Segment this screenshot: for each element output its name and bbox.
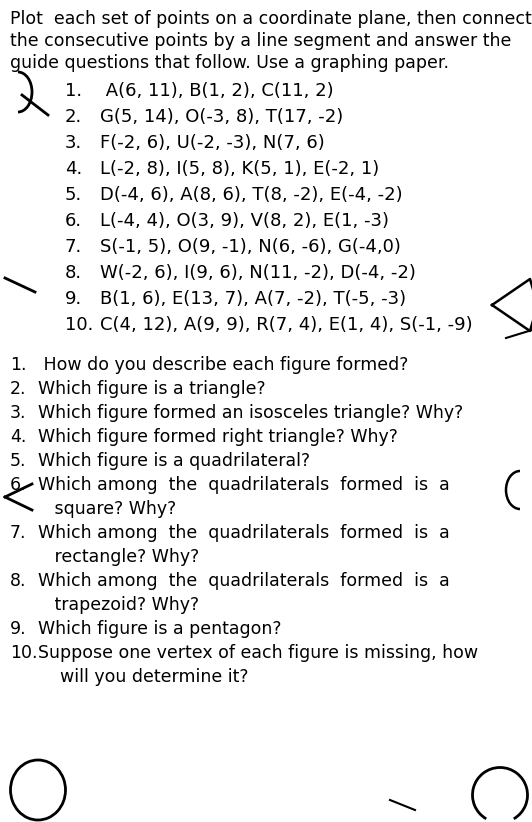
Text: 6.: 6. xyxy=(65,212,82,230)
Text: square? Why?: square? Why? xyxy=(38,500,176,518)
Text: 3.: 3. xyxy=(10,404,27,422)
Text: will you determine it?: will you determine it? xyxy=(38,668,248,686)
Text: Which figure is a quadrilateral?: Which figure is a quadrilateral? xyxy=(38,452,310,470)
Text: 7.: 7. xyxy=(10,524,27,542)
Text: 1.: 1. xyxy=(10,356,27,374)
Text: Plot  each set of points on a coordinate plane, then connect: Plot each set of points on a coordinate … xyxy=(10,10,532,28)
Text: L(-4, 4), O(3, 9), V(8, 2), E(1, -3): L(-4, 4), O(3, 9), V(8, 2), E(1, -3) xyxy=(100,212,389,230)
Text: 1.: 1. xyxy=(65,82,82,100)
Text: the consecutive points by a line segment and answer the: the consecutive points by a line segment… xyxy=(10,32,511,50)
Text: How do you describe each figure formed?: How do you describe each figure formed? xyxy=(38,356,409,374)
Text: 3.: 3. xyxy=(65,134,82,152)
Text: Which figure is a triangle?: Which figure is a triangle? xyxy=(38,380,265,398)
Text: Which figure is a pentagon?: Which figure is a pentagon? xyxy=(38,620,281,638)
Text: 4.: 4. xyxy=(10,428,27,446)
Text: W(-2, 6), I(9, 6), N(11, -2), D(-4, -2): W(-2, 6), I(9, 6), N(11, -2), D(-4, -2) xyxy=(100,264,416,282)
Text: 9.: 9. xyxy=(10,620,27,638)
Text: 2.: 2. xyxy=(10,380,27,398)
Text: S(-1, 5), O(9, -1), N(6, -6), G(-4,0): S(-1, 5), O(9, -1), N(6, -6), G(-4,0) xyxy=(100,238,401,256)
Text: G(5, 14), O(-3, 8), T(17, -2): G(5, 14), O(-3, 8), T(17, -2) xyxy=(100,108,343,126)
Text: D(-4, 6), A(8, 6), T(8, -2), E(-4, -2): D(-4, 6), A(8, 6), T(8, -2), E(-4, -2) xyxy=(100,186,403,204)
Text: 2.: 2. xyxy=(65,108,82,126)
Text: 5.: 5. xyxy=(65,186,82,204)
Text: Which among  the  quadrilaterals  formed  is  a: Which among the quadrilaterals formed is… xyxy=(38,476,450,494)
Text: rectangle? Why?: rectangle? Why? xyxy=(38,548,200,566)
Text: 7.: 7. xyxy=(65,238,82,256)
Text: 4.: 4. xyxy=(65,160,82,178)
Text: 6.: 6. xyxy=(10,476,27,494)
Text: C(4, 12), A(9, 9), R(7, 4), E(1, 4), S(-1, -9): C(4, 12), A(9, 9), R(7, 4), E(1, 4), S(-… xyxy=(100,316,472,334)
Text: B(1, 6), E(13, 7), A(7, -2), T(-5, -3): B(1, 6), E(13, 7), A(7, -2), T(-5, -3) xyxy=(100,290,406,308)
Text: Which among  the  quadrilaterals  formed  is  a: Which among the quadrilaterals formed is… xyxy=(38,572,450,590)
Text: F(-2, 6), U(-2, -3), N(7, 6): F(-2, 6), U(-2, -3), N(7, 6) xyxy=(100,134,325,152)
Text: 9.: 9. xyxy=(65,290,82,308)
Text: Which figure formed an isosceles triangle? Why?: Which figure formed an isosceles triangl… xyxy=(38,404,463,422)
Text: 10.: 10. xyxy=(65,316,94,334)
Text: 5.: 5. xyxy=(10,452,27,470)
Text: guide questions that follow. Use a graphing paper.: guide questions that follow. Use a graph… xyxy=(10,54,449,72)
Text: L(-2, 8), I(5, 8), K(5, 1), E(-2, 1): L(-2, 8), I(5, 8), K(5, 1), E(-2, 1) xyxy=(100,160,379,178)
Text: 10.: 10. xyxy=(10,644,37,662)
Text: Suppose one vertex of each figure is missing, how: Suppose one vertex of each figure is mis… xyxy=(38,644,478,662)
Text: 8.: 8. xyxy=(10,572,27,590)
Text: trapezoid? Why?: trapezoid? Why? xyxy=(38,596,199,614)
Text: A(6, 11), B(1, 2), C(11, 2): A(6, 11), B(1, 2), C(11, 2) xyxy=(100,82,334,100)
Text: Which among  the  quadrilaterals  formed  is  a: Which among the quadrilaterals formed is… xyxy=(38,524,450,542)
Text: 8.: 8. xyxy=(65,264,82,282)
Text: Which figure formed right triangle? Why?: Which figure formed right triangle? Why? xyxy=(38,428,398,446)
